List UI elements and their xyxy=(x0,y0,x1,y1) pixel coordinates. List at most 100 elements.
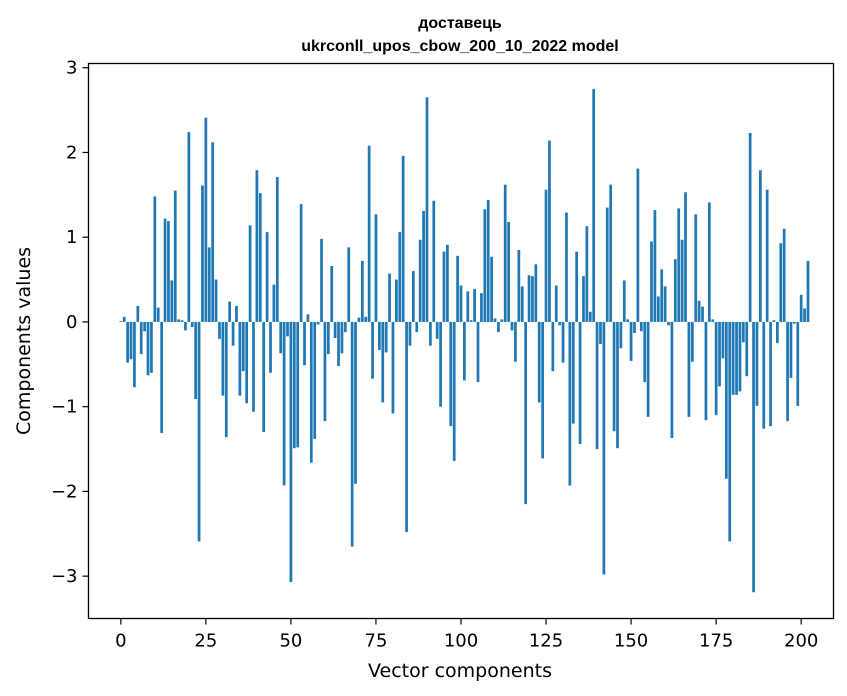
bar xyxy=(697,300,701,322)
bar xyxy=(599,321,602,344)
bar xyxy=(735,321,738,395)
bar xyxy=(704,321,708,421)
bar xyxy=(776,321,779,344)
x-tick-label: 50 xyxy=(279,631,302,652)
bar xyxy=(143,321,146,332)
bar xyxy=(544,189,548,322)
bar xyxy=(184,321,187,331)
bar xyxy=(126,321,129,363)
bar xyxy=(354,321,357,484)
bar xyxy=(609,184,613,322)
bar xyxy=(228,301,232,322)
bar xyxy=(752,321,755,593)
bar xyxy=(279,321,283,354)
bar xyxy=(619,321,623,349)
bar xyxy=(150,321,153,373)
bar xyxy=(694,214,698,322)
bar xyxy=(347,247,351,322)
bar xyxy=(221,321,225,396)
bar xyxy=(207,247,211,322)
bar xyxy=(388,273,391,322)
bar xyxy=(503,184,507,322)
bars-group xyxy=(119,88,810,593)
bar xyxy=(415,321,419,333)
bar xyxy=(789,321,793,378)
bar xyxy=(418,239,422,322)
bar xyxy=(214,279,218,322)
bar xyxy=(136,305,140,322)
y-tick-label: −2 xyxy=(51,481,78,502)
bar xyxy=(711,319,715,322)
y-tick-label: 3 xyxy=(66,58,77,79)
bar xyxy=(673,259,677,322)
bar xyxy=(269,321,272,373)
x-tick-label: 125 xyxy=(529,631,563,652)
bar xyxy=(252,321,255,412)
chart-title-line-2: ukrconll_upos_cbow_200_10_2022 model xyxy=(301,38,618,55)
bar xyxy=(602,321,606,575)
bar xyxy=(412,271,415,322)
bar xyxy=(616,321,619,449)
bar xyxy=(197,321,201,542)
bar xyxy=(663,286,667,322)
bar xyxy=(548,140,551,322)
bar xyxy=(360,260,364,322)
bar xyxy=(306,314,310,322)
y-tick-label: 2 xyxy=(66,142,77,163)
bar xyxy=(395,279,398,322)
bar xyxy=(510,321,514,331)
bar xyxy=(537,321,541,403)
bar xyxy=(490,256,493,322)
bar xyxy=(633,321,636,333)
bar xyxy=(670,321,674,439)
bar xyxy=(772,320,776,322)
bar xyxy=(626,319,630,322)
bar xyxy=(439,321,442,407)
bar xyxy=(337,321,340,366)
bar xyxy=(636,168,640,322)
bar xyxy=(299,204,303,322)
bar xyxy=(473,288,476,322)
bar xyxy=(554,285,558,322)
bar xyxy=(320,238,323,322)
bar xyxy=(466,291,470,322)
bar xyxy=(531,276,534,322)
bar xyxy=(292,321,296,449)
bar xyxy=(571,321,575,424)
y-tick-label: −1 xyxy=(51,397,78,418)
bar xyxy=(231,321,235,346)
bar xyxy=(160,321,163,433)
bar xyxy=(265,232,269,322)
bar xyxy=(762,321,766,429)
bar xyxy=(517,249,521,322)
bar xyxy=(721,321,725,359)
bar xyxy=(707,202,711,322)
bar xyxy=(235,305,238,322)
bar xyxy=(803,308,806,322)
bar xyxy=(446,244,449,322)
bar xyxy=(476,321,480,383)
bar xyxy=(432,200,436,322)
bar xyxy=(129,321,133,360)
x-tick-label: 175 xyxy=(699,631,733,652)
bar xyxy=(435,321,439,339)
bar xyxy=(639,321,643,332)
bar xyxy=(738,321,742,392)
bar xyxy=(660,269,664,322)
bar xyxy=(558,321,562,326)
x-tick-label: 150 xyxy=(614,631,648,652)
bar xyxy=(408,321,412,346)
bar xyxy=(248,225,252,322)
x-axis-ticks: 0 25 50 75 100 125 150 175 200 xyxy=(115,618,818,652)
bar xyxy=(384,321,388,353)
bar xyxy=(309,321,313,463)
bar xyxy=(755,321,759,406)
bar xyxy=(139,321,143,355)
bar xyxy=(282,321,286,486)
bar xyxy=(374,214,378,322)
bar xyxy=(585,226,589,322)
bar xyxy=(718,321,721,387)
bar xyxy=(520,286,524,322)
bar xyxy=(187,132,191,322)
bar xyxy=(748,132,752,322)
